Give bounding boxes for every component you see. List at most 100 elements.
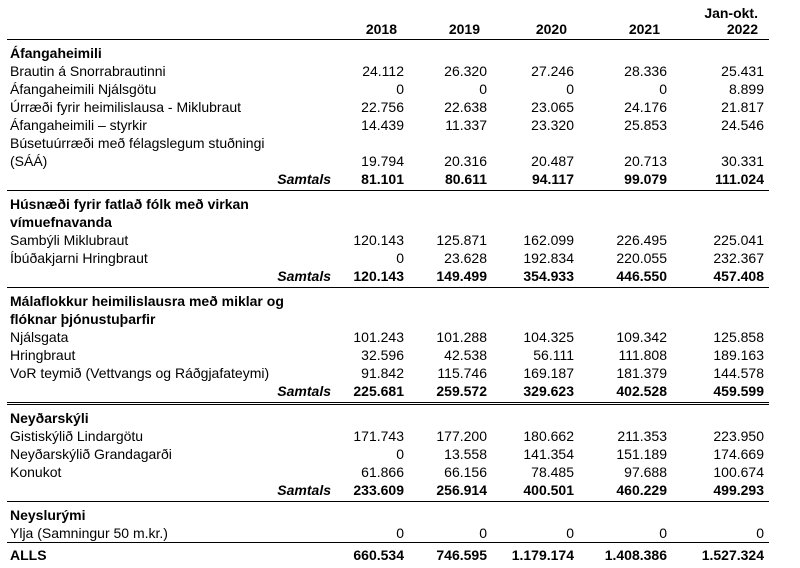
cell-2021: 446.550 (574, 267, 667, 288)
samtals-label: Samtals (7, 267, 332, 288)
cell-2020: 169.187 (487, 364, 574, 382)
cell-2019: 125.871 (404, 231, 487, 249)
cell-jan-okt-2022: 232.367 (667, 249, 769, 267)
cell-2018: 0 (332, 249, 404, 267)
row-label: Gistiskýlið Lindargötu (7, 427, 332, 445)
cell-jan-okt-2022: 1.527.324 (667, 543, 769, 568)
header-year-jan-okt-2022: Jan-okt. 2022 (667, 1, 769, 40)
samtals-label: Samtals (7, 481, 332, 502)
cell-2021: 220.055 (574, 249, 667, 267)
cell-2019: 20.316 (404, 134, 487, 170)
cell-jan-okt-2022: 459.599 (667, 382, 769, 404)
cell-2021: 402.528 (574, 382, 667, 404)
cell-2021: 25.853 (574, 116, 667, 134)
header-empty-cell (7, 1, 332, 40)
cell-2020: 141.354 (487, 445, 574, 463)
cell-2018: 22.756 (332, 98, 404, 116)
section-title: Áfangaheimili (7, 40, 769, 63)
header-year-2020: 2020 (487, 1, 574, 40)
cell-2018: 120.143 (332, 231, 404, 249)
cell-2019: 115.746 (404, 364, 487, 382)
cell-jan-okt-2022: 8.899 (667, 80, 769, 98)
cell-2019: 101.288 (404, 328, 487, 346)
section-title: Málaflokkur heimilislausra með miklar og… (7, 288, 769, 329)
cell-2018: 0 (332, 445, 404, 463)
cell-jan-okt-2022: 189.163 (667, 346, 769, 364)
cell-jan-okt-2022: 174.669 (667, 445, 769, 463)
cell-2021: 181.379 (574, 364, 667, 382)
alls-label: ALLS (7, 543, 332, 568)
section-title: Neyðarskýli (7, 404, 769, 428)
cell-2021: 226.495 (574, 231, 667, 249)
table-row: VoR teymið (Vettvangs og Ráðgjafateymi)9… (7, 364, 769, 382)
cell-2021: 0 (574, 524, 667, 543)
samtals-label: Samtals (7, 382, 332, 404)
cell-jan-okt-2022: 25.431 (667, 62, 769, 80)
row-label: Ylja (Samningur 50 m.kr.) (7, 524, 332, 543)
cell-2019: 23.628 (404, 249, 487, 267)
cell-2018: 233.609 (332, 481, 404, 502)
cell-2018: 0 (332, 524, 404, 543)
cell-2018: 81.101 (332, 170, 404, 191)
cell-jan-okt-2022: 223.950 (667, 427, 769, 445)
cell-jan-okt-2022: 499.293 (667, 481, 769, 502)
cell-2019: 746.595 (404, 543, 487, 568)
cell-2021: 99.079 (574, 170, 667, 191)
section-title-row: Húsnæði fyrir fatlað fólk með virkan vím… (7, 191, 769, 232)
row-label: Neyðarskýlið Grandagarði (7, 445, 332, 463)
cell-2019: 177.200 (404, 427, 487, 445)
cell-2019: 80.611 (404, 170, 487, 191)
cell-2020: 1.179.174 (487, 543, 574, 568)
cell-2020: 180.662 (487, 427, 574, 445)
row-label: Úrræði fyrir heimilislausa - Miklubraut (7, 98, 332, 116)
cell-2019: 256.914 (404, 481, 487, 502)
section-title-row: Áfangaheimili (7, 40, 769, 63)
cell-2020: 56.111 (487, 346, 574, 364)
section-title-row: Málaflokkur heimilislausra með miklar og… (7, 288, 769, 329)
section-title-row: Neyslurými (7, 502, 769, 525)
cell-jan-okt-2022: 125.858 (667, 328, 769, 346)
cell-2021: 211.353 (574, 427, 667, 445)
cell-2021: 111.808 (574, 346, 667, 364)
cell-2018: 171.743 (332, 427, 404, 445)
cell-2021: 0 (574, 80, 667, 98)
cell-2020: 354.933 (487, 267, 574, 288)
cell-2020: 78.485 (487, 463, 574, 481)
cell-jan-okt-2022: 111.024 (667, 170, 769, 191)
cell-2018: 61.866 (332, 463, 404, 481)
cell-2020: 23.065 (487, 98, 574, 116)
cell-2020: 20.487 (487, 134, 574, 170)
row-label: Íbúðakjarni Hringbraut (7, 249, 332, 267)
row-label: Áfangaheimili – styrkir (7, 116, 332, 134)
cell-2019: 259.572 (404, 382, 487, 404)
budget-table: 2018 2019 2020 2021 Jan-okt. 2022 Áfanga… (7, 1, 769, 568)
cell-jan-okt-2022: 144.578 (667, 364, 769, 382)
row-label: Búsetuúrræði með félagslegum stuðningi (… (7, 134, 332, 170)
cell-jan-okt-2022: 24.546 (667, 116, 769, 134)
cell-2020: 329.623 (487, 382, 574, 404)
cell-2020: 0 (487, 80, 574, 98)
samtals-label: Samtals (7, 170, 332, 191)
cell-jan-okt-2022: 0 (667, 524, 769, 543)
header-year-2019: 2019 (404, 1, 487, 40)
cell-2019: 0 (404, 80, 487, 98)
row-label: Sambýli Miklubraut (7, 231, 332, 249)
row-label: Áfangaheimili Njálsgötu (7, 80, 332, 98)
cell-2021: 97.688 (574, 463, 667, 481)
cell-2018: 24.112 (332, 62, 404, 80)
cell-2020: 400.501 (487, 481, 574, 502)
cell-2018: 225.681 (332, 382, 404, 404)
table-row: Búsetuúrræði með félagslegum stuðningi (… (7, 134, 769, 170)
cell-2020: 104.325 (487, 328, 574, 346)
